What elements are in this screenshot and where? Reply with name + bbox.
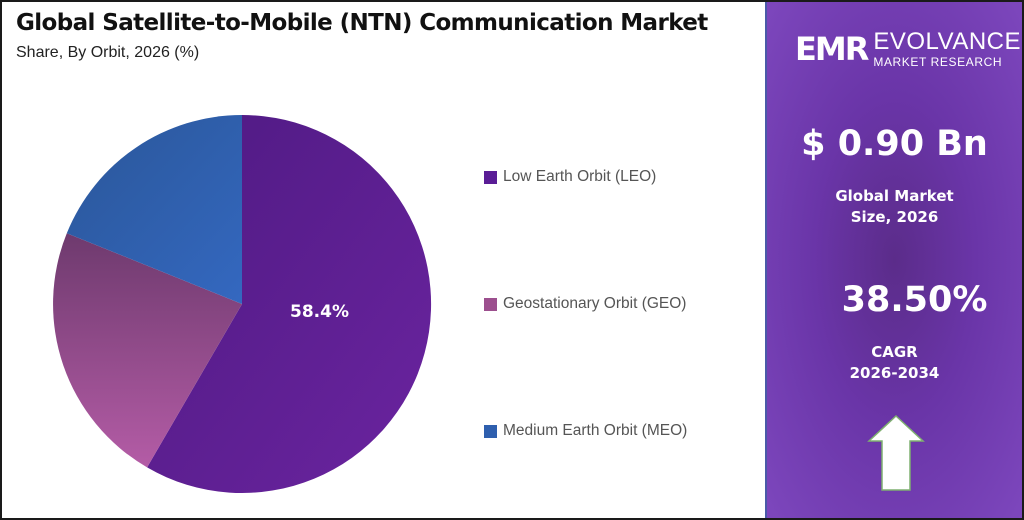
legend-swatch-icon: [484, 424, 497, 438]
pie-slice-leo: [147, 114, 432, 493]
cagr-value: 38.50%: [841, 280, 988, 320]
legend-label: Geostationary Orbit (GEO): [503, 295, 687, 312]
up-arrow-icon: [867, 414, 925, 491]
brand-logo: EMR EVOLVANCE MARKET RESEARCH: [795, 28, 1021, 69]
logo-subtitle: MARKET RESEARCH: [873, 55, 1003, 69]
logo-name: EVOLVANCE: [873, 28, 1021, 55]
leo-slice-label: 58.4%: [290, 302, 349, 322]
cagr-label-line1: CAGR: [871, 343, 918, 361]
pie-slice-meo: [66, 115, 242, 304]
legend-item-meo: Medium Earth Orbit (MEO): [484, 422, 687, 440]
legend-label: Medium Earth Orbit (MEO): [503, 422, 688, 439]
legend-label: Low Earth Orbit (LEO): [503, 168, 657, 185]
stats-panel: EMR EVOLVANCE MARKET RESEARCH $ 0.90 Bn …: [765, 2, 1022, 518]
cagr-label-line2: 2026-2034: [849, 364, 940, 382]
pie-chart: [53, 114, 432, 493]
market-size-label-line2: Size, 2026: [850, 208, 939, 226]
market-size-value: $ 0.90 Bn: [801, 124, 988, 164]
market-size-label: Global Market Size, 2026: [767, 186, 1022, 228]
legend-item-leo: Low Earth Orbit (LEO): [484, 168, 656, 186]
legend-item-geo: Geostationary Orbit (GEO): [484, 295, 686, 313]
chart-title: Global Satellite-to-Mobile (NTN) Communi…: [16, 10, 708, 36]
legend-swatch-icon: [484, 297, 497, 311]
legend-swatch-icon: [484, 170, 497, 184]
logo-mark-icon: EMR: [795, 30, 869, 68]
chart-subtitle: Share, By Orbit, 2026 (%): [16, 44, 200, 61]
pie-slice-geo: [53, 233, 243, 468]
market-size-label-line1: Global Market: [835, 187, 954, 205]
cagr-label: CAGR 2026-2034: [767, 342, 1022, 384]
